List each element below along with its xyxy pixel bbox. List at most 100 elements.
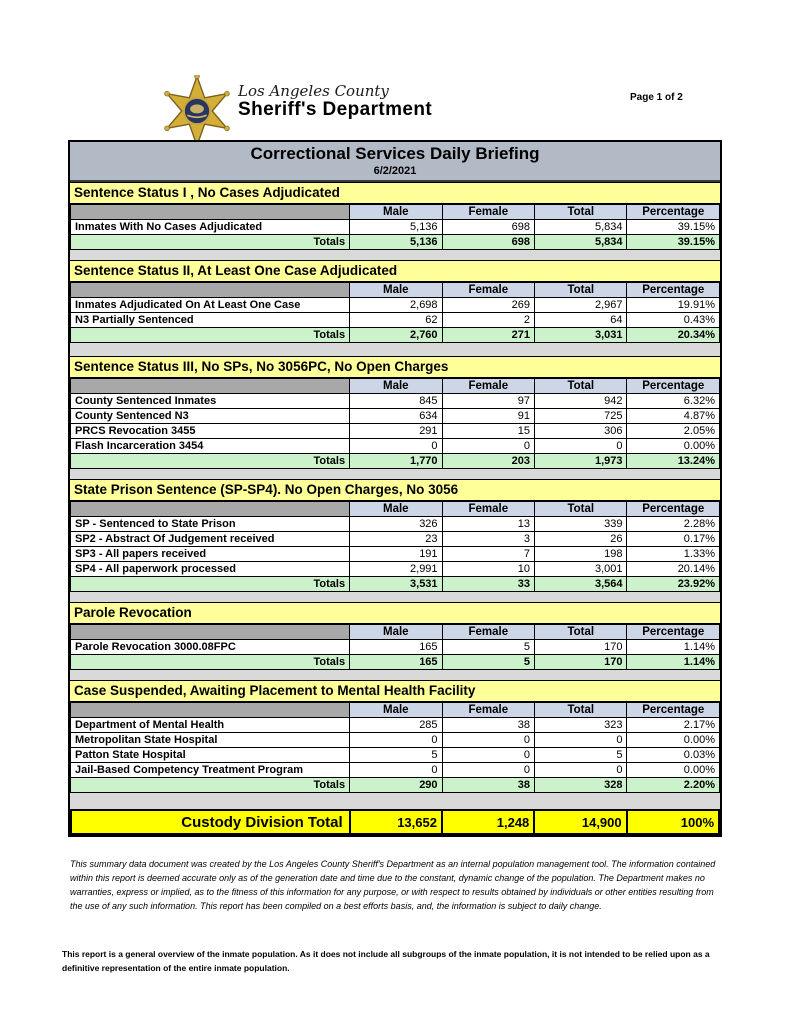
totals-value: 170 (534, 654, 628, 670)
custody-division-total-table: Custody Division Total 13,652 1,248 14,9… (70, 809, 721, 835)
row-value: 20.14% (626, 561, 720, 577)
report-section: Sentence Status II, At Least One Case Ad… (69, 260, 720, 343)
row-label: Metropolitan State Hospital (69, 732, 351, 748)
totals-value: 290 (349, 777, 443, 793)
totals-label: Totals (69, 453, 351, 469)
column-header-female: Female (441, 204, 536, 220)
table-row: Jail-Based Competency Treatment Program 0… (69, 762, 720, 778)
agency-name-block: Los Angeles County Sheriff's Department (238, 82, 432, 121)
column-header-blank-cell (69, 204, 351, 220)
section-gap (70, 793, 720, 809)
totals-value: 38 (441, 777, 536, 793)
column-header-percentage: Percentage (626, 204, 720, 220)
totals-value: 698 (441, 234, 536, 250)
row-value: 2.28% (626, 516, 720, 532)
row-label: Parole Revocation 3000.08FPC (69, 639, 351, 655)
row-value: 0.03% (626, 747, 720, 763)
row-label: County Sentenced Inmates (69, 393, 351, 409)
totals-label: Totals (69, 777, 351, 793)
row-value: 191 (349, 546, 443, 562)
column-header-female: Female (441, 624, 536, 640)
column-header-row: Male Female Total Percentage (69, 501, 720, 517)
row-label: PRCS Revocation 3455 (69, 423, 351, 439)
column-header-blank-cell (69, 282, 351, 298)
row-value: 2.05% (626, 423, 720, 439)
totals-value: 39.15% (626, 234, 720, 250)
column-header-total: Total (534, 378, 628, 394)
row-label: Flash Incarceration 3454 (69, 438, 351, 454)
column-header-blank-cell (69, 378, 351, 394)
row-label: Patton State Hospital (69, 747, 351, 763)
column-header-total: Total (534, 624, 628, 640)
report-section: Parole Revocation Male Female Total Percenta… (69, 602, 720, 670)
section-gap (70, 343, 720, 356)
column-header-row: Male Female Total Percentage (69, 204, 720, 220)
row-label: SP3 - All papers received (69, 546, 351, 562)
totals-row: Totals 1,770 203 1,973 13.24% (69, 453, 720, 469)
row-value: 306 (534, 423, 628, 439)
section-table: Male Female Total Percentage Parole Revocati… (69, 624, 720, 670)
totals-row: Totals 3,531 33 3,564 23.92% (69, 576, 720, 592)
table-row: Metropolitan State Hospital 0 0 0 0.00% (69, 732, 720, 748)
row-value: 323 (534, 717, 628, 733)
column-header-blank-cell (69, 501, 351, 517)
row-value: 326 (349, 516, 443, 532)
row-value: 97 (441, 393, 536, 409)
section-table: Male Female Total Percentage Department of M… (69, 702, 720, 793)
section-gap (70, 250, 720, 260)
row-value: 1.33% (626, 546, 720, 562)
table-row: Parole Revocation 3000.08FPC 165 5 170 1.14% (69, 639, 720, 655)
row-value: 23 (349, 531, 443, 547)
row-value: 3 (441, 531, 536, 547)
section-table: Male Female Total Percentage SP - Sentenced … (69, 501, 720, 592)
totals-row: Totals 5,136 698 5,834 39.15% (69, 234, 720, 250)
row-label: Inmates With No Cases Adjudicated (69, 219, 351, 235)
column-header-percentage: Percentage (626, 702, 720, 718)
row-value: 198 (534, 546, 628, 562)
grand-total-label: Custody Division Total (70, 809, 351, 835)
totals-value: 165 (349, 654, 443, 670)
row-value: 38 (441, 717, 536, 733)
totals-value: 13.24% (626, 453, 720, 469)
column-header-total: Total (534, 702, 628, 718)
section-title: Sentence Status III, No SPs, No 3056PC, … (70, 356, 720, 378)
row-value: 7 (441, 546, 536, 562)
row-value: 2,991 (349, 561, 443, 577)
grand-total-total: 14,900 (533, 809, 628, 835)
row-label: SP2 - Abstract Of Judgement received (69, 531, 351, 547)
column-header-female: Female (441, 378, 536, 394)
report-body: Correctional Services Daily Briefing 6/2… (68, 140, 722, 837)
column-header-female: Female (441, 501, 536, 517)
row-value: 5,834 (534, 219, 628, 235)
totals-label: Totals (69, 654, 351, 670)
row-value: 845 (349, 393, 443, 409)
section-gap (70, 469, 720, 479)
row-label: N3 Partially Sentenced (69, 312, 351, 328)
row-value: 725 (534, 408, 628, 424)
column-header-blank-cell (69, 702, 351, 718)
row-value: 165 (349, 639, 443, 655)
totals-value: 23.92% (626, 576, 720, 592)
row-value: 2 (441, 312, 536, 328)
row-value: 0 (534, 762, 628, 778)
section-gap (70, 592, 720, 602)
column-header-female: Female (441, 702, 536, 718)
totals-value: 5,136 (349, 234, 443, 250)
row-value: 5 (534, 747, 628, 763)
row-value: 0 (441, 438, 536, 454)
row-value: 26 (534, 531, 628, 547)
sections-container: Sentence Status I , No Cases Adjudicated… (69, 182, 720, 809)
row-value: 0 (441, 747, 536, 763)
agency-county-label: Los Angeles County (238, 82, 389, 100)
row-label: Inmates Adjudicated On At Least One Case (69, 297, 351, 313)
section-title: Sentence Status I , No Cases Adjudicated (70, 182, 720, 204)
row-value: 15 (441, 423, 536, 439)
section-table: Male Female Total Percentage Inmates Adjudic… (69, 282, 720, 343)
custody-division-total-row: Custody Division Total 13,652 1,248 14,9… (70, 809, 721, 835)
totals-value: 203 (441, 453, 536, 469)
report-section: Sentence Status III, No SPs, No 3056PC, … (69, 356, 720, 469)
section-title: State Prison Sentence (SP-SP4). No Open … (70, 479, 720, 501)
row-label: SP4 - All paperwork processed (69, 561, 351, 577)
totals-value: 1,770 (349, 453, 443, 469)
row-value: 0.00% (626, 762, 720, 778)
